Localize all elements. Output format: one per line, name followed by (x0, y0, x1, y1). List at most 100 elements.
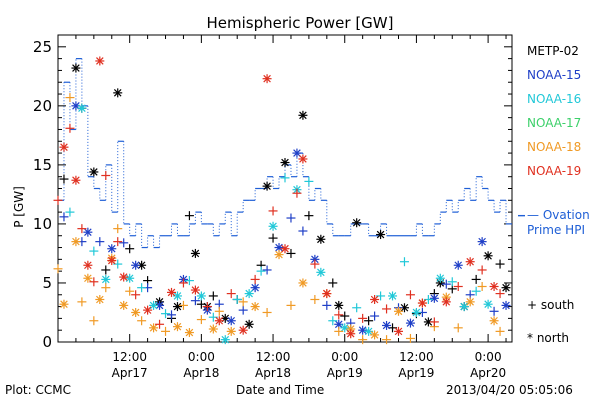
south-marker (208, 291, 218, 301)
x-tick-date-label: Apr18 (183, 366, 219, 380)
north-marker (190, 248, 200, 258)
south-marker (155, 319, 165, 329)
south-marker (196, 315, 206, 325)
north-marker (394, 326, 403, 336)
north-marker (143, 305, 153, 315)
south-marker (202, 302, 212, 312)
y-tick-label: 15 (33, 156, 52, 174)
south-marker (178, 278, 188, 288)
south-marker (214, 306, 224, 316)
north-marker (477, 237, 487, 247)
north-marker (298, 154, 308, 164)
north-marker (244, 319, 254, 329)
north-marker (83, 260, 93, 270)
north-marker (459, 302, 469, 312)
south-marker (53, 264, 63, 274)
south-marker (477, 265, 487, 275)
south-marker (447, 277, 457, 287)
south-marker (286, 248, 296, 258)
south-marker (364, 316, 374, 326)
south-marker (477, 282, 487, 292)
south-marker (358, 335, 368, 345)
south-marker (101, 171, 111, 181)
north-marker (167, 287, 176, 297)
south-marker (184, 276, 194, 286)
x-tick-date-label: Apr19 (398, 366, 434, 380)
north-marker (370, 330, 380, 340)
south-marker (489, 306, 499, 316)
x-tick-date-label: Apr18 (255, 366, 291, 380)
south-marker (286, 213, 296, 223)
south-marker (137, 283, 147, 293)
y-tick-label: 0 (42, 333, 52, 351)
north-marker (262, 74, 272, 84)
north-marker (172, 302, 182, 312)
south-marker (280, 173, 290, 183)
north-marker (71, 175, 81, 185)
north-marker (262, 181, 272, 191)
south-marker (161, 309, 171, 319)
north-marker (376, 230, 386, 240)
north-marker (190, 285, 200, 295)
north-marker (101, 274, 111, 284)
north-marker (334, 300, 344, 310)
legend-ovation-line1: — Ovation (527, 208, 590, 222)
north-marker (280, 244, 290, 254)
north-marker (394, 306, 403, 316)
south-marker (310, 259, 320, 269)
south-marker (89, 277, 99, 287)
south-marker (358, 313, 368, 323)
north-marker (83, 227, 93, 237)
north-marker (298, 278, 308, 288)
south-marker (125, 286, 135, 296)
north-marker (208, 324, 218, 334)
north-marker (280, 158, 290, 168)
north-marker (483, 251, 493, 261)
north-marker (405, 318, 415, 328)
north-marker (316, 267, 326, 277)
north-marker (441, 297, 451, 307)
north-marker (465, 297, 475, 307)
south-marker (161, 326, 171, 336)
x-tick-date-label: Apr19 (327, 366, 363, 380)
south-marker (89, 246, 99, 256)
legend-series-noaa15: NOAA-15 (527, 68, 582, 82)
north-marker (250, 302, 260, 312)
south-marker (77, 224, 87, 234)
north-marker (71, 63, 81, 73)
south-marker (119, 238, 129, 248)
plot-frame (57, 34, 513, 343)
south-marker (382, 335, 392, 345)
south-marker (471, 274, 481, 284)
north-marker (119, 272, 129, 282)
south-marker (113, 224, 123, 234)
south-marker (65, 123, 75, 133)
south-marker (256, 266, 266, 276)
north-marker (274, 250, 284, 260)
south-marker (328, 316, 338, 326)
x-tick-time-label: 0:00 (188, 350, 215, 364)
south-marker (495, 326, 505, 336)
south-marker (59, 212, 69, 222)
x-tick-time-label: 0:00 (331, 350, 358, 364)
south-marker (238, 297, 248, 307)
north-marker (131, 307, 141, 317)
north-marker (149, 323, 159, 333)
legend-series-noaa18: NOAA-18 (527, 140, 582, 154)
north-marker (501, 300, 511, 310)
south-marker (101, 283, 111, 293)
south-marker (453, 323, 463, 333)
north-marker (131, 260, 141, 270)
north-marker (149, 300, 159, 310)
south-marker (495, 259, 505, 269)
north-marker (125, 273, 135, 283)
south-marker (95, 237, 105, 247)
north-marker (172, 322, 182, 332)
north-marker (322, 289, 332, 299)
north-marker (316, 234, 326, 244)
north-marker (107, 256, 117, 266)
north-marker (465, 257, 475, 267)
north-marker (77, 103, 87, 113)
north-marker (59, 299, 69, 309)
